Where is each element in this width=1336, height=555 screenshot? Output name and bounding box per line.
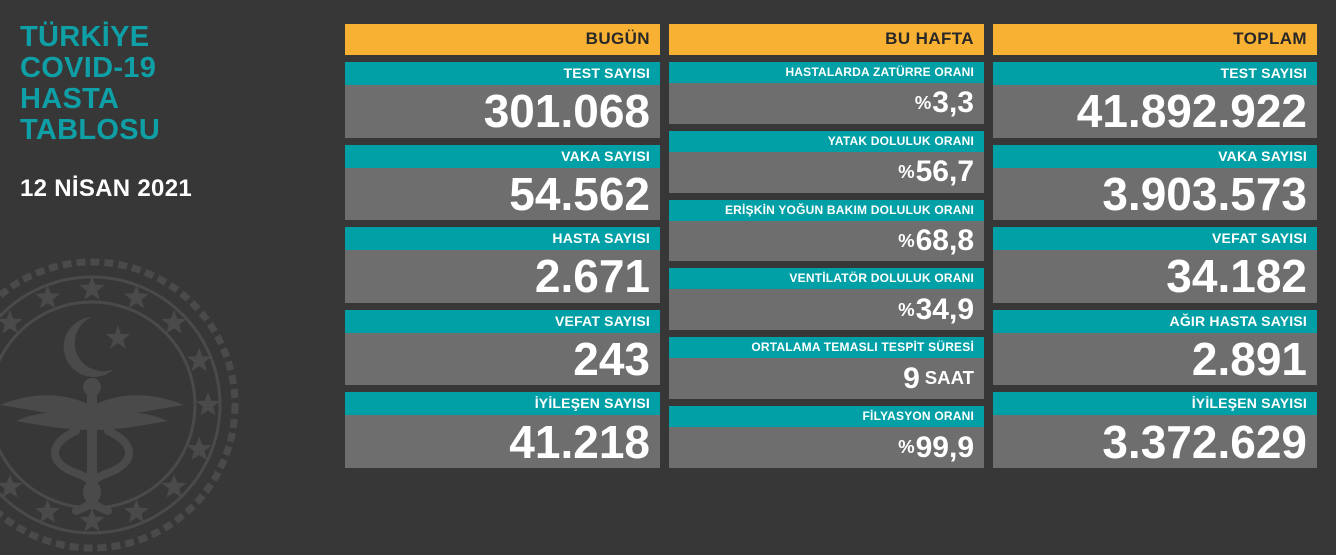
rows-week: HASTALARDA ZATÜRRE ORANI% 3,3 YATAK DOLULU…: [669, 62, 984, 468]
stat-value: % 3,3: [669, 83, 984, 124]
stat-number: 2.891: [1191, 333, 1307, 386]
stat-label: TEST SAYISI: [345, 62, 660, 85]
stat-label: HASTALARDA ZATÜRRE ORANI: [669, 62, 984, 83]
stat-number: 99,9: [915, 430, 974, 464]
stat-label: VENTİLATÖR DOLULUK ORANI: [669, 268, 984, 290]
percent-sign: %: [914, 92, 932, 114]
stat-row: VENTİLATÖR DOLULUK ORANI% 34,9: [669, 268, 984, 331]
stat-value: 41.892.922: [993, 85, 1317, 138]
stat-label: AĞIR HASTA SAYISI: [993, 309, 1317, 333]
stat-value: % 34,9: [669, 289, 984, 331]
stat-number: 34,9: [915, 292, 974, 326]
percent-sign: %: [898, 298, 915, 320]
stat-row: ORTALAMA TEMASLI TESPİT SÜRESİ 9 SAAT: [669, 337, 984, 400]
stat-label: TEST SAYISI: [993, 62, 1317, 85]
percent-sign: %: [898, 436, 915, 458]
stat-row: VAKA SAYISI 3.903.573: [993, 144, 1317, 221]
page-title-line-2: COVID-19: [20, 52, 157, 84]
rows-today: TEST SAYISI 301.068 VAKA SAYISI 54.562 HASTA…: [345, 62, 660, 468]
stat-row: ERİŞKİN YOĞUN BAKIM DOLULUK ORANI% 68,8: [669, 199, 984, 262]
page-title-line-3: HASTA: [20, 83, 120, 115]
stat-value: % 68,8: [669, 220, 984, 262]
stat-number: 34.182: [1166, 250, 1307, 303]
ministry-of-health-emblem-icon: [0, 258, 239, 552]
stat-value: 41.218: [345, 415, 660, 468]
stat-label: VAKA SAYISI: [993, 144, 1317, 168]
stat-number: 41.892.922: [1076, 85, 1307, 138]
stat-label: YATAK DOLULUK ORANI: [669, 130, 984, 152]
column-header-today: BUGÜN: [345, 24, 660, 55]
stat-value: 301.068: [345, 85, 660, 138]
stat-label: HASTA SAYISI: [345, 227, 660, 251]
percent-sign: %: [898, 229, 915, 251]
rows-total: TEST SAYISI 41.892.922 VAKA SAYISI 3.903.57…: [993, 62, 1317, 468]
stat-value: % 56,7: [669, 151, 984, 193]
stat-number: 301.068: [483, 85, 650, 138]
stat-value: 54.562: [345, 167, 660, 221]
stat-number: 56,7: [915, 155, 974, 189]
title-block: TÜRKİYE COVID-19 HASTA TABLOSU 12 NİSAN …: [20, 22, 320, 203]
stat-label: ORTALAMA TEMASLI TESPİT SÜRESİ: [669, 337, 984, 359]
stat-label: VAKA SAYISI: [345, 144, 660, 168]
stat-row: TEST SAYISI 301.068: [345, 62, 660, 138]
stat-row: VEFAT SAYISI 34.182: [993, 227, 1317, 303]
stat-number: 68,8: [915, 224, 974, 258]
stat-row: İYİLEŞEN SAYISI 41.218: [345, 392, 660, 468]
stat-value: 3.372.629: [993, 415, 1317, 468]
stat-label: VEFAT SAYISI: [345, 309, 660, 333]
stat-number: 9: [903, 361, 920, 395]
stat-row: YATAK DOLULUK ORANI% 56,7: [669, 130, 984, 193]
stat-label: ERİŞKİN YOĞUN BAKIM DOLULUK ORANI: [669, 199, 984, 221]
stat-row: FİLYASYON ORANI% 99,9: [669, 406, 984, 468]
stat-value: % 99,9: [669, 427, 984, 468]
stat-label: İYİLEŞEN SAYISI: [345, 392, 660, 416]
column-total: TOPLAM TEST SAYISI 41.892.922 VAKA SAYISI 3…: [993, 24, 1317, 468]
page-title-line-4: TABLOSU: [20, 114, 161, 146]
column-week: BU HAFTA HASTALARDA ZATÜRRE ORANI% 3,3 YAT…: [669, 24, 984, 468]
stat-number: 54.562: [509, 167, 650, 220]
stat-label: FİLYASYON ORANI: [669, 406, 984, 428]
report-date: 12 NİSAN 2021: [20, 175, 192, 202]
stat-number: 2.671: [534, 250, 650, 303]
page-title: TÜRKİYE COVID-19 HASTA TABLOSU: [20, 22, 320, 146]
stat-number: 3,3: [932, 86, 974, 120]
stat-value: 2.671: [345, 250, 660, 303]
stat-number: 3.903.573: [1102, 167, 1307, 220]
stat-label: İYİLEŞEN SAYISI: [993, 392, 1317, 416]
stat-row: İYİLEŞEN SAYISI 3.372.629: [993, 392, 1317, 468]
stat-label: VEFAT SAYISI: [993, 227, 1317, 251]
stat-value: 2.891: [993, 332, 1317, 386]
stat-value: 243: [345, 332, 660, 386]
stat-row: VEFAT SAYISI 243: [345, 309, 660, 386]
stat-number: 3.372.629: [1102, 415, 1307, 468]
stat-row: TEST SAYISI 41.892.922: [993, 62, 1317, 138]
stat-value: 34.182: [993, 250, 1317, 303]
stat-number: 243: [573, 333, 650, 386]
stat-value: 9 SAAT: [669, 358, 984, 400]
column-today: BUGÜN TEST SAYISI 301.068 VAKA SAYISI 54.56…: [345, 24, 660, 468]
column-header-total: TOPLAM: [993, 24, 1317, 55]
stat-row: HASTA SAYISI 2.671: [345, 227, 660, 303]
stat-value: 3.903.573: [993, 167, 1317, 221]
stat-row: VAKA SAYISI 54.562: [345, 144, 660, 221]
page-title-line-1: TÜRKİYE: [20, 21, 150, 53]
stat-row: AĞIR HASTA SAYISI 2.891: [993, 309, 1317, 386]
stat-number: 41.218: [509, 415, 650, 468]
stat-unit: SAAT: [924, 367, 974, 389]
stats-columns: BUGÜN TEST SAYISI 301.068 VAKA SAYISI 54.56…: [345, 24, 1326, 468]
column-header-week: BU HAFTA: [669, 24, 984, 55]
stat-row: HASTALARDA ZATÜRRE ORANI% 3,3: [669, 62, 984, 124]
percent-sign: %: [898, 160, 915, 182]
